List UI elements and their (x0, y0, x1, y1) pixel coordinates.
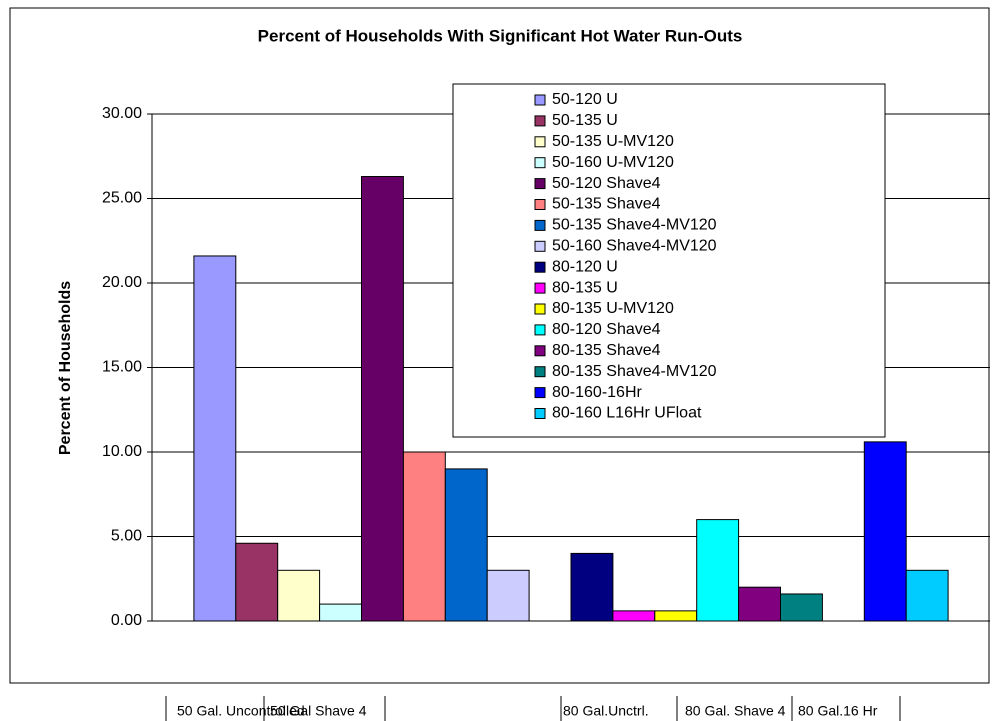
legend-label: 50-120 U (552, 91, 618, 108)
y-tick-label: 10.00 (102, 443, 142, 460)
legend-swatch (534, 387, 546, 399)
legend-swatch (534, 157, 546, 169)
bar (444, 468, 488, 622)
y-tick-label: 25.00 (102, 190, 142, 207)
bar (738, 586, 781, 622)
bar (863, 441, 907, 622)
bar (486, 569, 530, 622)
legend-swatch (534, 199, 546, 210)
legend-label: 50-135 Shave4-MV120 (552, 217, 717, 234)
bar (402, 451, 446, 622)
y-axis-label: Percent of Households (57, 281, 74, 455)
legend-label: 80-160 L16Hr UFloat (552, 405, 702, 422)
legend-label: 50-135 U-MV120 (552, 133, 674, 150)
legend-swatch (534, 94, 546, 106)
legend-swatch (534, 178, 546, 190)
y-tick-label: 0.00 (111, 612, 142, 629)
y-tick-label: 15.00 (102, 359, 142, 376)
legend-label: 80-135 U (552, 279, 618, 296)
legend-label: 50-120 Shave4 (552, 175, 661, 192)
bar (277, 569, 321, 622)
group-label: 50 Gal Shave 4 (270, 703, 367, 719)
legend-swatch (534, 345, 546, 357)
legend-swatch (534, 282, 546, 294)
group-label: 80 Gal.Unctrl. (563, 703, 649, 719)
bar (612, 610, 656, 622)
chart-title: Percent of Households With Significant H… (258, 26, 743, 45)
legend-label: 80-135 Shave4 (552, 342, 661, 359)
bar (696, 519, 740, 622)
legend-label: 50-160 U-MV120 (552, 154, 674, 171)
group-label: 80 Gal.16 Hr (798, 703, 878, 719)
bar (193, 255, 237, 622)
legend-box (452, 83, 886, 438)
legend-label: 80-120 Shave4 (552, 321, 661, 338)
legend-label: 80-160-16Hr (552, 384, 643, 401)
legend-swatch (534, 219, 546, 231)
legend-label: 50-135 U (552, 112, 618, 129)
legend-swatch (534, 261, 546, 273)
legend-label: 80-120 U (552, 258, 618, 275)
bar (235, 542, 279, 622)
legend-swatch (534, 324, 546, 336)
legend-label: 80-135 U-MV120 (552, 300, 674, 317)
legend-label: 50-160 Shave4-MV120 (552, 238, 717, 255)
bar (361, 176, 404, 622)
legend-swatch (534, 240, 546, 252)
bar (654, 610, 698, 622)
legend-swatch (534, 366, 546, 378)
y-tick-label: 5.00 (111, 528, 142, 545)
legend-swatch (534, 408, 546, 419)
legend-label: 80-135 Shave4-MV120 (552, 363, 717, 380)
legend-swatch (534, 136, 546, 148)
bar (905, 569, 949, 622)
bar (780, 593, 823, 622)
group-label: 80 Gal. Shave 4 (685, 703, 786, 719)
y-tick-label: 20.00 (102, 274, 142, 291)
group-label: 50 Gal. Uncontrolled (177, 703, 305, 719)
legend-label: 50-135 Shave4 (552, 196, 661, 213)
bar (570, 552, 614, 622)
legend-swatch (534, 115, 546, 127)
legend-swatch (534, 303, 546, 315)
y-tick-label: 30.00 (102, 105, 142, 122)
bar (319, 603, 363, 622)
